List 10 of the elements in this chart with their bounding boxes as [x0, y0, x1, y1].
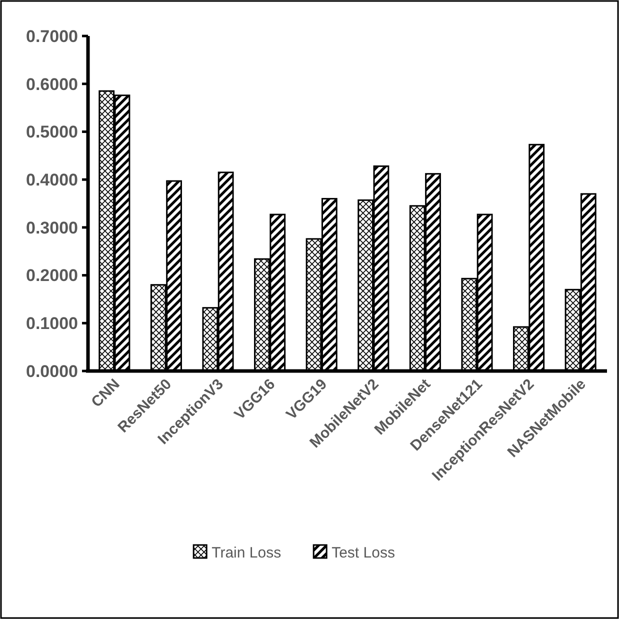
legend-label: Train Loss [212, 544, 282, 562]
y-tick-label: 0.1000 [26, 314, 78, 334]
y-tick-label: 0.6000 [26, 74, 78, 94]
y-tick-label: 0.3000 [26, 218, 78, 238]
y-tick-label: 0.7000 [26, 26, 78, 46]
legend-label: Test Loss [332, 544, 395, 562]
y-tick-label: 0.4000 [26, 170, 78, 190]
y-tick-label: 0.0000 [26, 362, 78, 381]
y-tick-label: 0.5000 [26, 122, 78, 142]
y-tick-label: 0.2000 [26, 266, 78, 286]
